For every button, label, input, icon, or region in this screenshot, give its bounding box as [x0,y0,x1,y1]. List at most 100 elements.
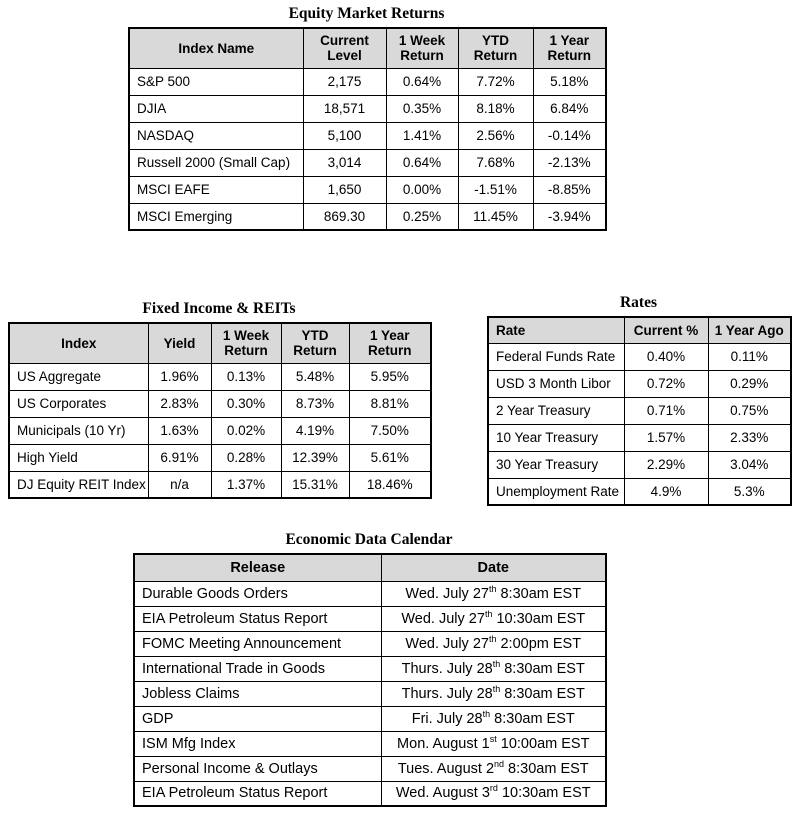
table-row: MSCI EAFE 1,650 0.00% -1.51% -8.85% [128,175,607,204]
table-row: 10 Year Treasury 1.57% 2.33% [487,423,792,452]
table-cell: MSCI Emerging [128,202,304,231]
economic-data-calendar-section: Economic Data Calendar Release Date Durabl… [133,531,607,807]
table-row: ISM Mfg Index Mon. August 1st 10:00am EST [133,730,607,757]
table-cell: 12.39% [280,443,350,472]
table-cell: 2.29% [623,450,709,479]
table-cell: 0.02% [210,416,282,445]
table-cell: 0.75% [707,396,792,425]
column-header: 1 Week Return [210,322,282,364]
table-cell: 1.37% [210,470,282,499]
table-cell: GDP [133,705,382,732]
table-row: Russell 2000 (Small Cap) 3,014 0.64% 7.68% -… [128,148,607,177]
table-cell: EIA Petroleum Status Report [133,780,382,807]
table-cell: 5,100 [302,121,387,150]
table-cell: Wed. July 27th 10:30am EST [380,605,607,632]
fixed-income-table-title: Fixed Income & REITs [142,300,296,317]
column-header: 1 Year Return [348,322,432,364]
table-cell: 3.04% [707,450,792,479]
table-row: Municipals (10 Yr) 1.63% 0.02% 4.19% 7.50% [8,416,432,445]
table-cell: International Trade in Goods [133,655,382,682]
table-cell: Wed. August 3rd 10:30am EST [380,780,607,807]
column-header: Date [380,553,607,582]
table-row: FOMC Meeting Announcement Wed. July 27th … [133,630,607,657]
table-cell: DJIA [128,94,304,123]
table-cell: 2.83% [147,389,212,418]
table-cell: 8.18% [457,94,534,123]
column-header: Index Name [128,27,304,69]
table-cell: 0.28% [210,443,282,472]
table-cell: MSCI EAFE [128,175,304,204]
header-row: Index Name Current Level 1 Week Return YTD … [128,27,607,69]
table-cell: High Yield [8,443,149,472]
table-cell: 0.11% [707,342,792,371]
ordinal-superscript: rd [489,783,498,794]
table-row: EIA Petroleum Status Report Wed. July 27t… [133,605,607,632]
table-row: US Aggregate 1.96% 0.13% 5.48% 5.95% [8,362,432,391]
equity-table-title: Equity Market Returns [288,5,445,22]
table-cell: Mon. August 1st 10:00am EST [380,730,607,757]
column-header: Release [133,553,382,582]
column-header: 1 Year Return [532,27,607,69]
table-cell: 5.18% [532,67,607,96]
table-row: S&P 500 2,175 0.64% 7.72% 5.18% [128,67,607,96]
table-cell: 0.00% [385,175,459,204]
rates-table: Rate Current % 1 Year Ago Federal Funds Rat… [487,316,792,506]
table-cell: USD 3 Month Libor [487,369,625,398]
table-cell: FOMC Meeting Announcement [133,630,382,657]
table-cell: 5.61% [348,443,432,472]
table-cell: Jobless Claims [133,680,382,707]
table-cell: -8.85% [532,175,607,204]
column-header: 1 Year Ago [707,316,792,344]
table-cell: EIA Petroleum Status Report [133,605,382,632]
table-cell: 1,650 [302,175,387,204]
equity-market-returns-table: Index Name Current Level 1 Week Return YTD … [128,27,607,231]
table-cell: Thurs. July 28th 8:30am EST [380,680,607,707]
rates-section: Rates Rate Current % 1 Year Ago Federal Fun… [487,294,792,506]
table-cell: 10 Year Treasury [487,423,625,452]
ordinal-superscript: th [488,583,497,594]
column-header: YTD Return [280,322,350,364]
table-cell: US Aggregate [8,362,149,391]
table-cell: ISM Mfg Index [133,730,382,757]
table-row: DJ Equity REIT Index n/a 1.37% 15.31% 18.46% [8,470,432,499]
fixed-income-reits-table: Index Yield 1 Week Return YTD Return 1 Year … [8,322,432,499]
rates-table-title: Rates [619,294,658,311]
table-cell: Durable Goods Orders [133,580,382,607]
table-cell: 0.35% [385,94,459,123]
table-row: 2 Year Treasury 0.71% 0.75% [487,396,792,425]
table-cell: 5.95% [348,362,432,391]
table-cell: 11.45% [457,202,534,231]
table-cell: 30 Year Treasury [487,450,625,479]
table-cell: 0.64% [385,148,459,177]
table-row: GDP Fri. July 28th 8:30am EST [133,705,607,732]
table-row: Durable Goods Orders Wed. July 27th 8:30a… [133,580,607,607]
table-row: USD 3 Month Libor 0.72% 0.29% [487,369,792,398]
table-cell: Unemployment Rate [487,477,625,506]
table-cell: 2 Year Treasury [487,396,625,425]
table-cell: 0.72% [623,369,709,398]
table-cell: 1.57% [623,423,709,452]
table-cell: 1.96% [147,362,212,391]
table-cell: 0.30% [210,389,282,418]
ordinal-superscript: th [484,608,493,619]
table-cell: US Corporates [8,389,149,418]
header-row: Index Yield 1 Week Return YTD Return 1 Year … [8,322,432,364]
table-row: Federal Funds Rate 0.40% 0.11% [487,342,792,371]
table-cell: 0.13% [210,362,282,391]
table-cell: 7.68% [457,148,534,177]
table-cell: Russell 2000 (Small Cap) [128,148,304,177]
ordinal-superscript: st [489,733,497,744]
table-cell: 7.50% [348,416,432,445]
table-cell: Wed. July 27th 2:00pm EST [380,630,607,657]
table-cell: 0.29% [707,369,792,398]
table-cell: Tues. August 2nd 8:30am EST [380,755,607,782]
table-cell: -0.14% [532,121,607,150]
table-cell: -3.94% [532,202,607,231]
column-header: Rate [487,316,625,344]
column-header: Current % [623,316,709,344]
table-cell: 8.73% [280,389,350,418]
header-row: Release Date [133,553,607,582]
table-cell: NASDAQ [128,121,304,150]
table-cell: 4.19% [280,416,350,445]
